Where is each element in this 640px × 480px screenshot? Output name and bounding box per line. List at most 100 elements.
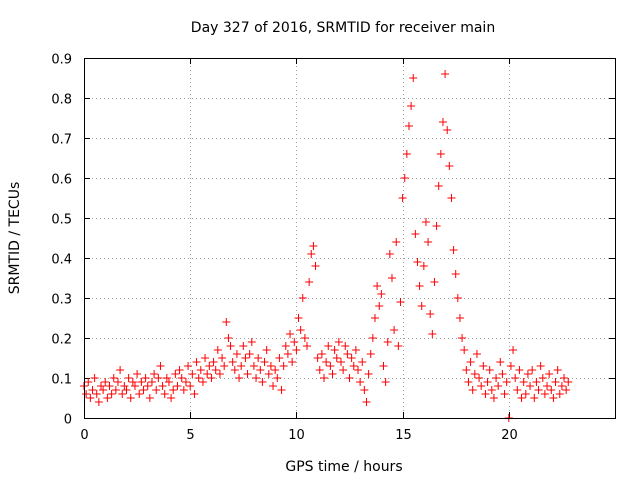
data-point — [158, 382, 167, 390]
data-point — [150, 370, 159, 378]
data-point — [177, 374, 186, 382]
data-point — [326, 362, 335, 370]
data-point — [553, 366, 562, 374]
data-point — [105, 382, 114, 390]
grid-lines — [84, 58, 615, 418]
y-tick-label: 0.4 — [51, 253, 72, 268]
data-point — [232, 350, 241, 358]
data-point — [492, 374, 501, 382]
data-point — [169, 386, 178, 394]
data-point — [364, 370, 373, 378]
x-tick-label: 5 — [186, 428, 194, 443]
data-point — [154, 374, 163, 382]
data-point — [279, 362, 288, 370]
data-point — [551, 378, 560, 386]
data-point — [475, 374, 484, 382]
data-point — [362, 398, 371, 406]
data-point — [545, 370, 554, 378]
data-point — [426, 310, 435, 318]
data-point — [277, 386, 286, 394]
data-point — [192, 358, 201, 366]
data-point — [84, 378, 93, 386]
data-point — [294, 314, 303, 322]
data-point — [322, 358, 331, 366]
data-point — [296, 326, 305, 334]
data-point — [130, 382, 139, 390]
data-point — [245, 350, 254, 358]
data-point — [500, 390, 509, 398]
data-point — [343, 350, 352, 358]
data-point — [517, 394, 526, 402]
data-point — [311, 262, 320, 270]
data-point — [118, 390, 127, 398]
data-point — [198, 378, 207, 386]
data-point — [540, 390, 549, 398]
data-point — [496, 358, 505, 366]
data-point — [137, 378, 146, 386]
data-point — [288, 358, 297, 366]
data-point — [421, 218, 430, 226]
data-point — [283, 350, 292, 358]
data-point — [260, 358, 269, 366]
data-point — [330, 346, 339, 354]
data-point — [171, 370, 180, 378]
data-point — [205, 362, 214, 370]
x-tick-label: 10 — [288, 428, 305, 443]
x-axis-label: GPS time / hours — [285, 459, 402, 475]
data-point — [377, 290, 386, 298]
data-point — [351, 346, 360, 354]
data-point — [213, 346, 222, 354]
data-point — [243, 370, 252, 378]
chart-title: Day 327 of 2016, SRMTID for receiver mai… — [191, 20, 495, 36]
data-point — [175, 366, 184, 374]
data-point — [366, 350, 375, 358]
y-tick-label: 0.7 — [51, 133, 72, 148]
data-point — [543, 382, 552, 390]
data-point — [528, 366, 537, 374]
data-point — [203, 370, 212, 378]
data-point — [557, 382, 566, 390]
data-point — [224, 334, 233, 342]
data-point — [400, 174, 409, 182]
data-point — [481, 390, 490, 398]
data-point — [298, 294, 307, 302]
data-point — [315, 366, 324, 374]
data-point — [470, 370, 479, 378]
data-point — [413, 258, 422, 266]
data-point — [521, 390, 530, 398]
data-point — [449, 246, 458, 254]
data-point — [519, 378, 528, 386]
data-point — [387, 274, 396, 282]
data-point — [443, 126, 452, 134]
data-point — [113, 378, 122, 386]
data-point — [381, 378, 390, 386]
data-point — [167, 394, 176, 402]
data-point — [164, 378, 173, 386]
data-point — [173, 382, 182, 390]
data-point — [373, 282, 382, 290]
data-point — [472, 350, 481, 358]
data-point — [532, 378, 541, 386]
y-axis-label: SRMTID / TECUs — [7, 182, 23, 295]
data-point — [184, 362, 193, 370]
data-point — [538, 374, 547, 382]
data-point — [271, 366, 280, 374]
data-point — [126, 394, 135, 402]
data-point — [188, 370, 197, 378]
data-point — [417, 302, 426, 310]
data-point — [275, 354, 284, 362]
data-point — [358, 358, 367, 366]
data-point — [186, 382, 195, 390]
data-point — [447, 194, 456, 202]
data-point — [143, 382, 152, 390]
data-point — [128, 378, 137, 386]
data-point — [320, 374, 329, 382]
data-point — [360, 386, 369, 394]
data-point — [120, 382, 129, 390]
data-point — [334, 338, 343, 346]
x-tick-labels: 0 5 10 15 20 — [80, 428, 517, 443]
data-point — [220, 362, 229, 370]
data-point — [190, 390, 199, 398]
data-point — [385, 250, 394, 258]
